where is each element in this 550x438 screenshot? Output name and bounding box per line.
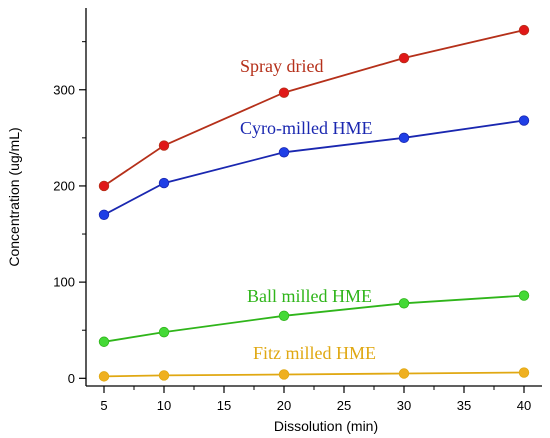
- axes: 0 100 200 300 5 10 15 20 25 30 35 40: [53, 8, 542, 413]
- x-tick-label-30: 30: [397, 398, 411, 413]
- series-label-cyro-milled-hme: Cyro-milled HME: [240, 118, 373, 138]
- data-point: [158, 177, 170, 189]
- data-point: [398, 368, 410, 379]
- plot-area: [98, 24, 530, 382]
- data-point: [98, 209, 110, 220]
- data-point: [518, 367, 530, 378]
- x-axis-title: Dissolution (min): [274, 418, 378, 434]
- data-point: [278, 310, 290, 321]
- data-point: [278, 147, 290, 158]
- y-tick-label-200: 200: [53, 178, 75, 193]
- series-label-spray-dried: Spray dried: [240, 56, 323, 76]
- data-point: [278, 369, 290, 380]
- data-point: [98, 336, 110, 347]
- x-tick-label-10: 10: [157, 398, 171, 413]
- data-point: [98, 371, 110, 382]
- series-3: [98, 367, 530, 382]
- x-tick-label-25: 25: [337, 398, 351, 413]
- x-tick-label-20: 20: [277, 398, 291, 413]
- data-point: [518, 115, 530, 126]
- data-point: [518, 290, 530, 301]
- y-tick-label-300: 300: [53, 82, 75, 97]
- x-tick-label-40: 40: [517, 398, 531, 413]
- data-point: [278, 87, 290, 98]
- x-tick-label-35: 35: [457, 398, 471, 413]
- series-0: [98, 24, 530, 192]
- data-point: [398, 298, 410, 309]
- data-point: [398, 52, 410, 64]
- data-point: [158, 370, 170, 381]
- series-line-0: [103, 29, 525, 187]
- data-point: [518, 24, 530, 36]
- series-label-fitz-milled-hme: Fitz milled HME: [253, 343, 376, 363]
- data-point: [98, 180, 110, 192]
- y-axis-title: Concentration (ug/mL): [6, 127, 22, 266]
- x-tick-label-5: 5: [100, 398, 107, 413]
- data-point: [158, 326, 170, 338]
- series-1: [98, 115, 530, 220]
- series-label-ball-milled-hme: Ball milled HME: [247, 286, 372, 306]
- y-tick-label-100: 100: [53, 275, 75, 290]
- y-tick-label-0: 0: [68, 371, 75, 386]
- data-point: [398, 132, 410, 144]
- x-tick-label-15: 15: [217, 398, 231, 413]
- data-point: [158, 140, 170, 151]
- series-2: [98, 290, 530, 347]
